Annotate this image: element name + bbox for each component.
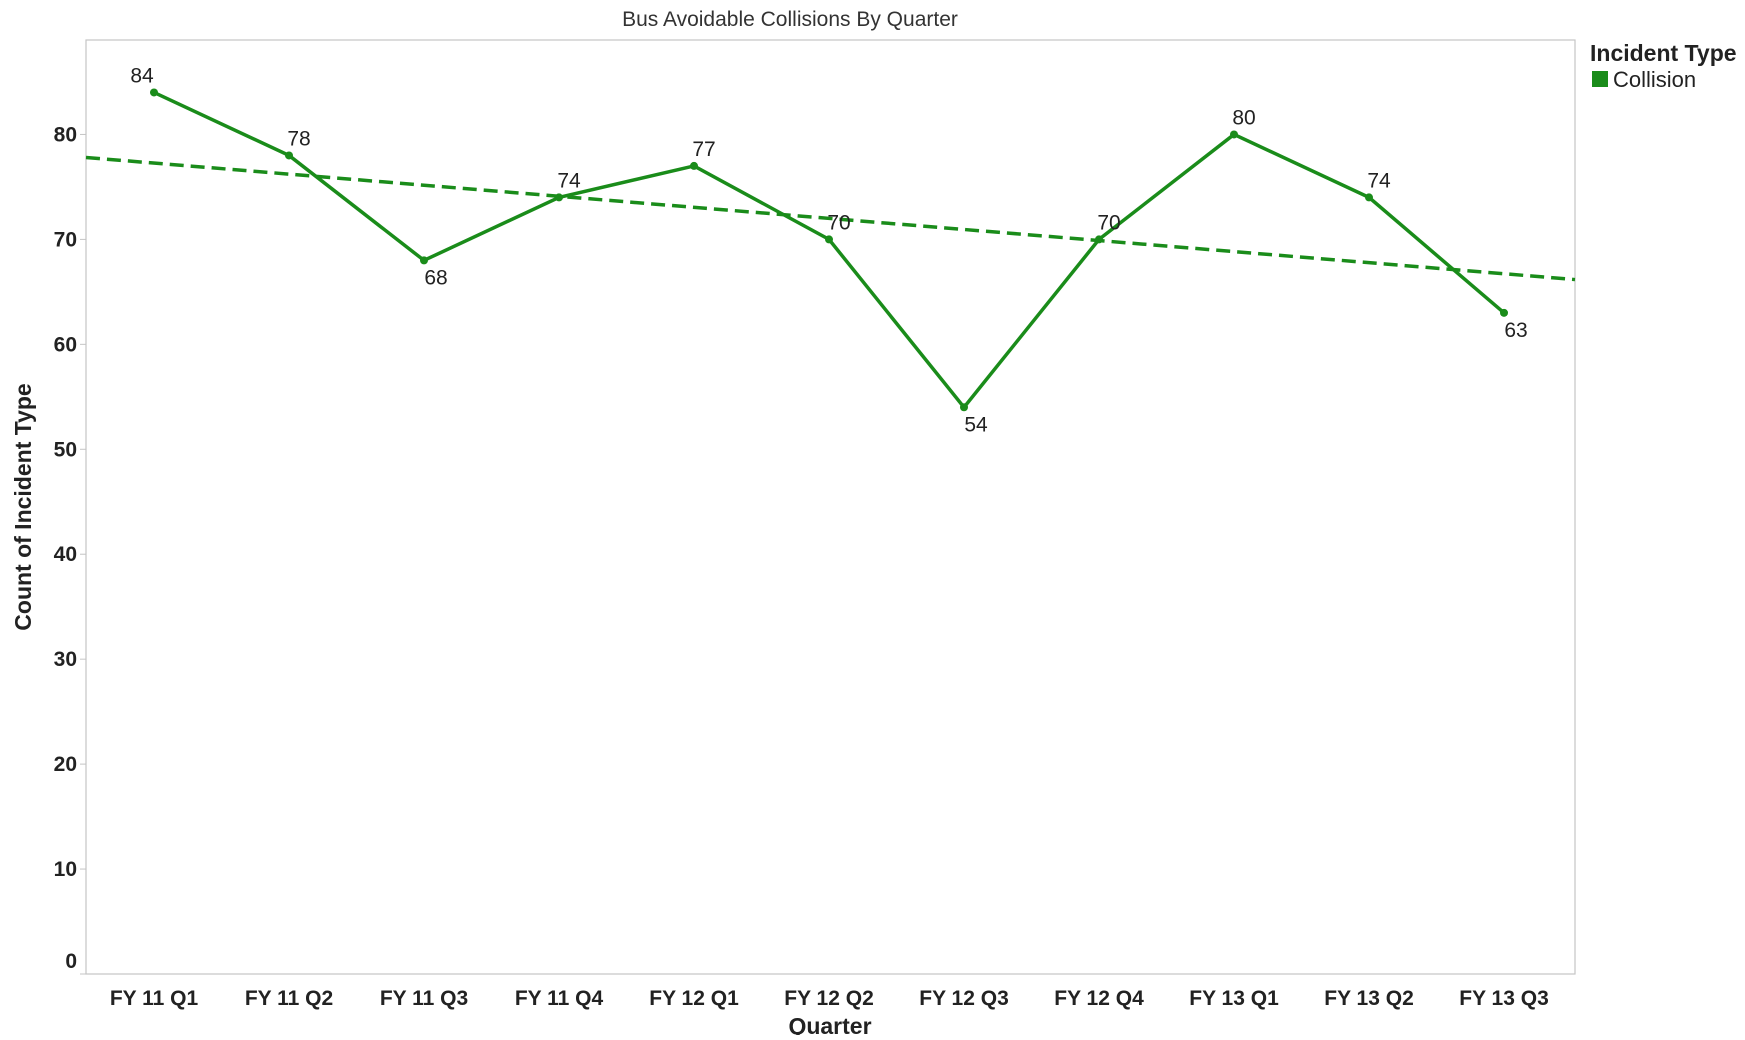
x-tick-label: FY 13 Q1 bbox=[1189, 987, 1279, 1010]
legend: Incident Type Collision bbox=[1590, 40, 1737, 92]
x-tick-label: FY 12 Q4 bbox=[1054, 987, 1144, 1010]
legend-swatch-collision bbox=[1592, 71, 1608, 87]
y-tick-label: 40 bbox=[54, 543, 77, 566]
data-point bbox=[1500, 308, 1508, 317]
legend-label-collision: Collision bbox=[1613, 67, 1696, 92]
x-tick-label: FY 11 Q2 bbox=[245, 987, 333, 1010]
y-tick-label: 70 bbox=[54, 228, 77, 251]
data-point bbox=[285, 151, 293, 160]
x-tick-label: FY 11 Q4 bbox=[515, 987, 604, 1010]
x-axis: FY 11 Q1 FY 11 Q2 FY 11 Q3 FY 11 Q4 FY 12 Q1… bbox=[110, 987, 1549, 1010]
x-tick-label: FY 11 Q3 bbox=[380, 987, 468, 1010]
y-tick-label: 60 bbox=[54, 333, 77, 356]
data-label: 70 bbox=[1097, 211, 1120, 234]
chart-title: Bus Avoidable Collisions By Quarter bbox=[622, 8, 958, 31]
data-point bbox=[1365, 193, 1373, 202]
x-axis-title: Quarter bbox=[788, 1013, 871, 1035]
data-point bbox=[825, 235, 833, 244]
y-axis: 0 10 20 30 40 50 60 70 80 bbox=[54, 123, 86, 975]
series-line-collision bbox=[153, 90, 1506, 411]
y-axis-title: Count of Incident Type bbox=[10, 383, 36, 630]
y-tick-label: 30 bbox=[54, 648, 77, 671]
data-point bbox=[1095, 235, 1103, 244]
x-tick-label: FY 11 Q1 bbox=[110, 987, 199, 1010]
data-label: 84 bbox=[130, 64, 154, 87]
data-point bbox=[150, 88, 158, 97]
data-point bbox=[1230, 130, 1238, 139]
data-label: 63 bbox=[1504, 319, 1527, 342]
data-label: 74 bbox=[1367, 169, 1391, 192]
data-label: 70 bbox=[827, 211, 850, 234]
data-label: 80 bbox=[1232, 106, 1255, 129]
x-tick-label: FY 12 Q1 bbox=[649, 987, 739, 1010]
data-label: 68 bbox=[424, 266, 447, 289]
data-label: 74 bbox=[557, 169, 581, 192]
data-points bbox=[150, 88, 1508, 412]
y-tick-label: 10 bbox=[54, 858, 77, 881]
data-point bbox=[555, 193, 563, 202]
y-tick-label: 0 bbox=[65, 950, 77, 973]
data-point bbox=[960, 403, 968, 412]
data-point bbox=[420, 256, 428, 265]
y-tick-label: 20 bbox=[54, 753, 77, 776]
data-point bbox=[690, 161, 698, 170]
x-tick-label: FY 12 Q3 bbox=[919, 987, 1009, 1010]
trend-line bbox=[85, 155, 1576, 282]
plot-area bbox=[85, 39, 1576, 975]
data-label: 78 bbox=[287, 127, 310, 150]
data-labels: 84 78 68 74 77 70 54 70 80 74 63 bbox=[130, 64, 1527, 436]
x-tick-label: FY 12 Q2 bbox=[784, 987, 874, 1010]
legend-title: Incident Type bbox=[1590, 40, 1737, 66]
data-label: 54 bbox=[964, 413, 988, 436]
data-label: 77 bbox=[692, 138, 715, 161]
x-tick-label: FY 13 Q2 bbox=[1324, 987, 1414, 1010]
x-tick-label: FY 13 Q3 bbox=[1459, 987, 1549, 1010]
y-tick-label: 80 bbox=[54, 123, 77, 146]
y-tick-label: 50 bbox=[54, 438, 77, 461]
